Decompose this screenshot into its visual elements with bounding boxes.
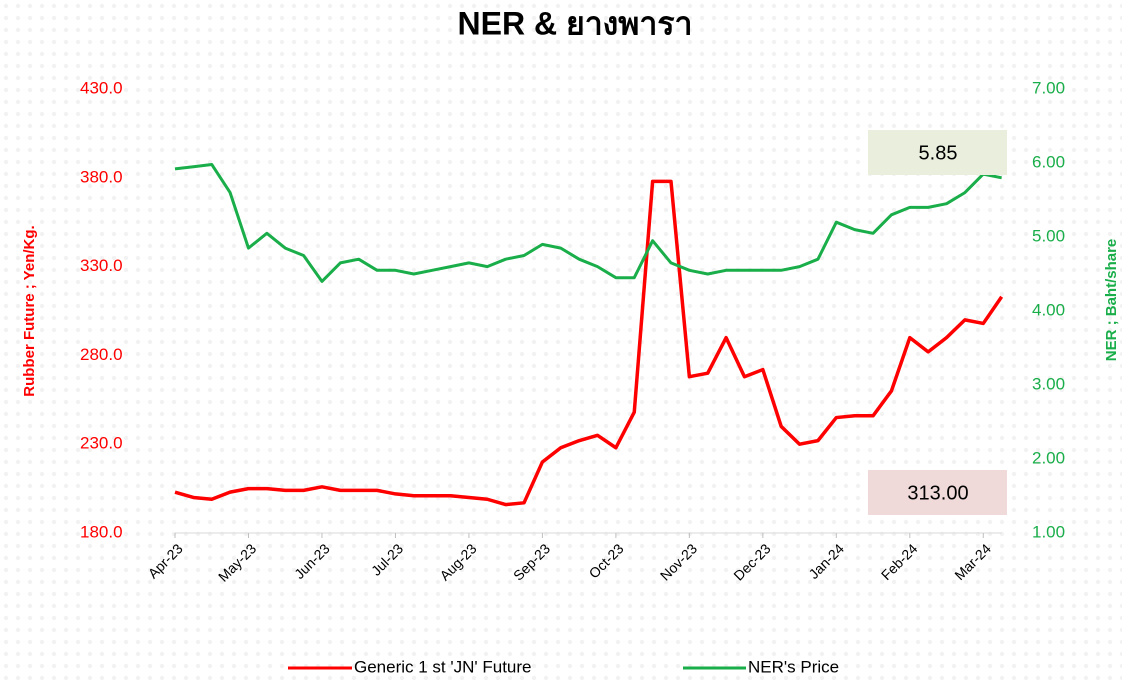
y2-tick-label: 3.00 (1032, 374, 1065, 393)
series-line (174, 162, 1002, 283)
y2-tick-label: 4.00 (1032, 300, 1065, 319)
y-tick-label: 230.0 (80, 434, 123, 453)
annotation-box (868, 470, 1007, 515)
legend-label: NER's Price (748, 657, 839, 676)
chart-title: NER & ยางพารา (457, 5, 692, 41)
y-tick-label: 430.0 (80, 78, 123, 97)
y2-tick-label: 5.00 (1032, 226, 1065, 245)
y-tick-label: 380.0 (80, 167, 123, 186)
y-axis-label: Rubber Future ; Yen/Kg. (21, 225, 38, 396)
y-tick-label: 280.0 (80, 345, 123, 364)
legend-label: Generic 1 st 'JN' Future (354, 657, 532, 676)
annotation-text: 5.85 (919, 142, 958, 164)
y2-axis-label: NER ; Baht/share (1103, 239, 1120, 362)
y2-tick-label: 6.00 (1032, 152, 1065, 171)
annotation-text: 313.00 (907, 482, 968, 504)
y2-tick-label: 7.00 (1032, 78, 1065, 97)
y2-tick-label: 2.00 (1032, 448, 1065, 467)
y-tick-label: 180.0 (80, 522, 123, 541)
y2-tick-label: 1.00 (1032, 522, 1065, 541)
annotation-box (868, 130, 1007, 175)
series-line (174, 179, 1004, 507)
y-tick-label: 330.0 (80, 256, 123, 275)
